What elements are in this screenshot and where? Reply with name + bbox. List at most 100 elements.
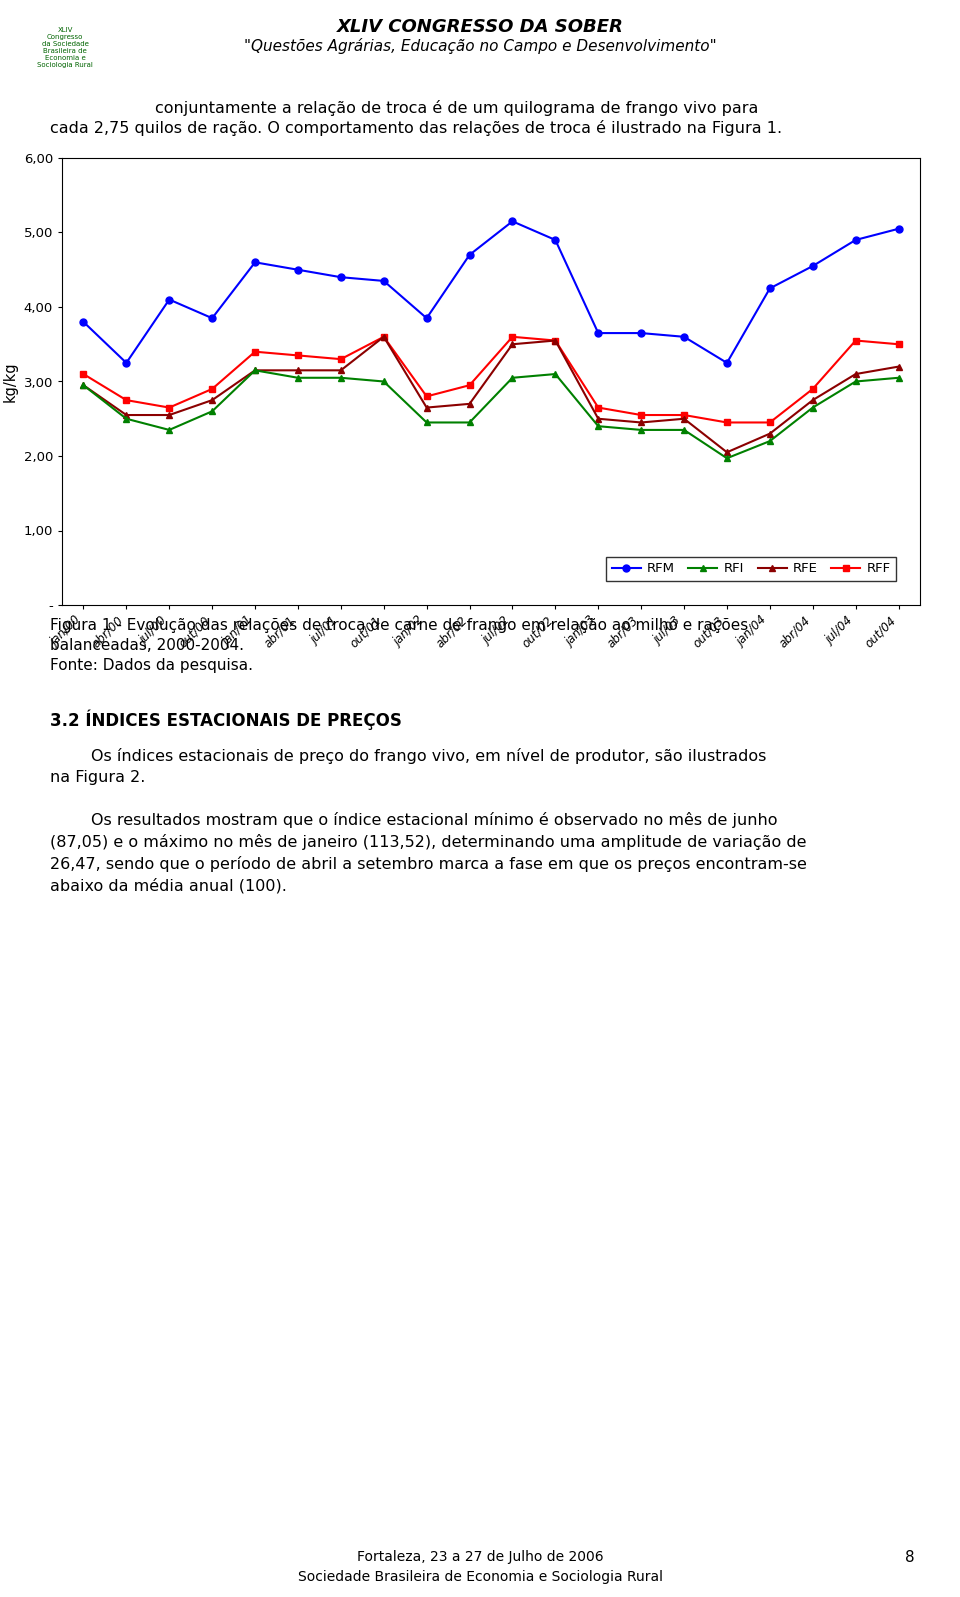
Text: Figura 1 - Evolução das relações de troca de carne de frango em relação ao milho: Figura 1 - Evolução das relações de troc…: [50, 618, 748, 632]
RFM: [206, 308, 218, 327]
RFM: [163, 291, 175, 310]
Text: Os índices estacionais de preço do frango vivo, em nível de produtor, são ilustr: Os índices estacionais de preço do frang…: [50, 747, 766, 763]
RFM: [378, 271, 390, 291]
Line: RFF: RFF: [80, 334, 902, 426]
RFI: [549, 364, 561, 383]
Text: "Questões Agrárias, Educação no Campo e Desenvolvimento": "Questões Agrárias, Educação no Campo e …: [244, 38, 716, 54]
RFM: [592, 324, 604, 343]
Text: 26,47, sendo que o período de abril a setembro marca a fase em que os preços enc: 26,47, sendo que o período de abril a se…: [50, 856, 806, 872]
RFI: [850, 372, 861, 391]
Line: RFM: RFM: [80, 217, 902, 366]
RFF: [679, 406, 690, 425]
Text: na Figura 2.: na Figura 2.: [50, 770, 145, 786]
RFI: [464, 414, 475, 433]
RFF: [292, 347, 303, 366]
RFE: [807, 391, 819, 410]
Text: (87,05) e o máximo no mês de janeiro (113,52), determinando uma amplitude de var: (87,05) e o máximo no mês de janeiro (11…: [50, 834, 806, 850]
RFE: [378, 327, 390, 347]
RFE: [464, 394, 475, 414]
RFE: [78, 375, 89, 394]
RFF: [807, 380, 819, 399]
Text: cada 2,75 quilos de ração. O comportamento das relações de troca é ilustrado na : cada 2,75 quilos de ração. O comportamen…: [50, 120, 782, 136]
RFI: [764, 431, 776, 450]
RFE: [850, 364, 861, 383]
RFM: [420, 308, 432, 327]
Text: Sociedade Brasileira de Economia e Sociologia Rural: Sociedade Brasileira de Economia e Socio…: [298, 1570, 662, 1584]
RFE: [121, 406, 132, 425]
RFF: [721, 414, 732, 433]
RFI: [292, 369, 303, 388]
RFM: [764, 279, 776, 299]
RFI: [78, 375, 89, 394]
RFF: [206, 380, 218, 399]
Text: XLIV
Congresso
da Sociedade
Brasileira de
Economia e
Sociologia Rural: XLIV Congresso da Sociedade Brasileira d…: [37, 27, 93, 69]
RFM: [636, 324, 647, 343]
Text: XLIV CONGRESSO DA SOBER: XLIV CONGRESSO DA SOBER: [337, 18, 623, 37]
RFI: [893, 369, 904, 388]
Legend: RFM, RFI, RFE, RFF: RFM, RFI, RFE, RFF: [606, 557, 897, 581]
Text: 8: 8: [905, 1551, 915, 1565]
RFI: [335, 369, 347, 388]
RFI: [636, 420, 647, 439]
RFI: [592, 417, 604, 436]
Text: Fortaleza, 23 a 27 de Julho de 2006: Fortaleza, 23 a 27 de Julho de 2006: [357, 1551, 603, 1563]
RFF: [464, 375, 475, 394]
Y-axis label: kg/kg: kg/kg: [3, 361, 18, 402]
RFF: [507, 327, 518, 347]
RFI: [378, 372, 390, 391]
RFI: [420, 414, 432, 433]
RFI: [679, 420, 690, 439]
RFI: [721, 449, 732, 468]
RFM: [292, 260, 303, 279]
RFE: [420, 398, 432, 417]
Text: abaixo da média anual (100).: abaixo da média anual (100).: [50, 878, 287, 893]
RFM: [850, 230, 861, 249]
RFF: [893, 335, 904, 355]
RFF: [636, 406, 647, 425]
RFE: [636, 414, 647, 433]
RFM: [893, 219, 904, 238]
RFM: [549, 230, 561, 249]
RFE: [292, 361, 303, 380]
RFM: [464, 246, 475, 265]
RFM: [78, 313, 89, 332]
RFF: [850, 331, 861, 350]
RFM: [807, 257, 819, 276]
RFI: [163, 420, 175, 439]
RFM: [679, 327, 690, 347]
RFE: [163, 406, 175, 425]
RFE: [206, 391, 218, 410]
RFF: [378, 327, 390, 347]
RFF: [764, 414, 776, 433]
Text: 3.2 ÍNDICES ESTACIONAIS DE PREÇOS: 3.2 ÍNDICES ESTACIONAIS DE PREÇOS: [50, 711, 402, 730]
RFM: [335, 268, 347, 287]
RFE: [893, 358, 904, 377]
RFI: [807, 398, 819, 417]
RFE: [679, 409, 690, 428]
RFI: [507, 369, 518, 388]
RFE: [592, 409, 604, 428]
Text: conjuntamente a relação de troca é de um quilograma de frango vivo para: conjuntamente a relação de troca é de um…: [155, 101, 758, 117]
RFE: [549, 331, 561, 350]
Text: Fonte: Dados da pesquisa.: Fonte: Dados da pesquisa.: [50, 658, 253, 672]
RFF: [420, 386, 432, 406]
RFF: [549, 331, 561, 350]
RFE: [335, 361, 347, 380]
RFF: [121, 391, 132, 410]
RFI: [206, 402, 218, 422]
Text: balanceadas, 2000-2004.: balanceadas, 2000-2004.: [50, 637, 244, 653]
RFI: [121, 409, 132, 428]
RFF: [592, 398, 604, 417]
RFM: [121, 353, 132, 372]
RFF: [250, 342, 261, 361]
RFM: [507, 212, 518, 232]
RFF: [163, 398, 175, 417]
RFE: [764, 425, 776, 444]
RFM: [721, 353, 732, 372]
RFF: [78, 364, 89, 383]
Line: RFE: RFE: [80, 334, 902, 455]
RFE: [721, 442, 732, 462]
Text: Os resultados mostram que o índice estacional mínimo é observado no mês de junho: Os resultados mostram que o índice estac…: [50, 811, 778, 827]
RFE: [507, 335, 518, 355]
RFI: [250, 361, 261, 380]
